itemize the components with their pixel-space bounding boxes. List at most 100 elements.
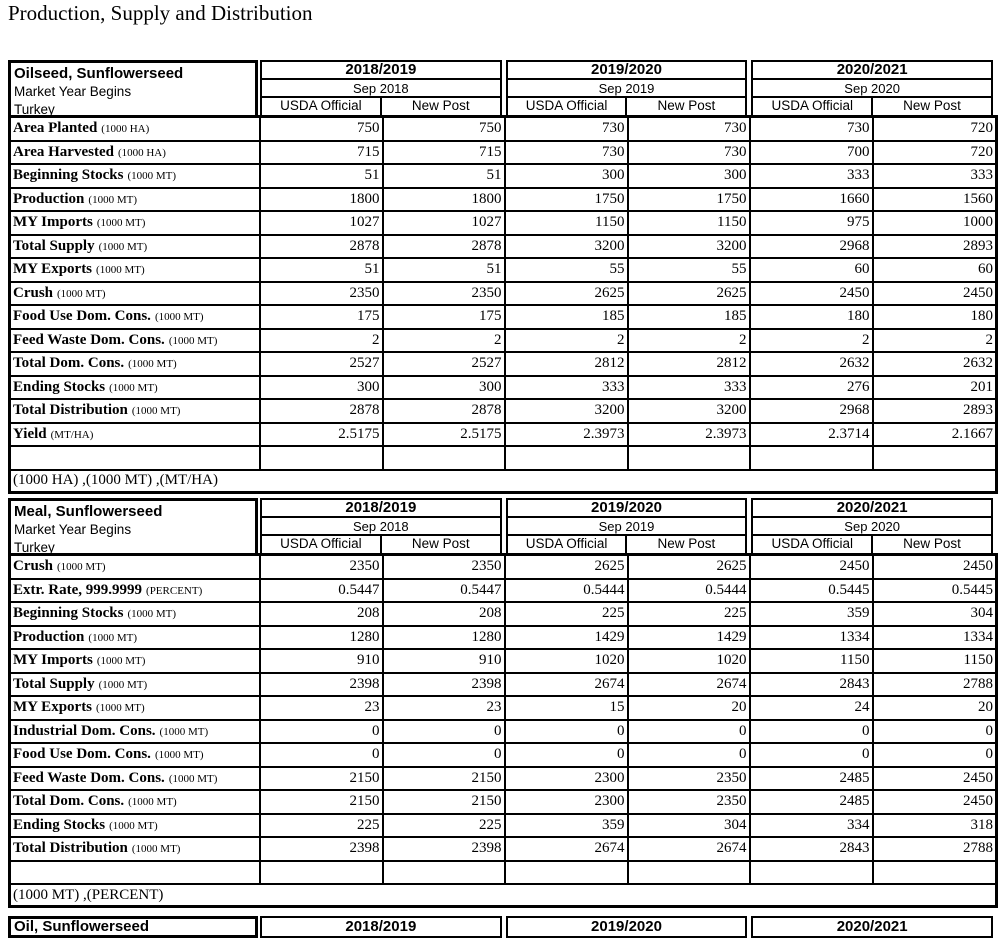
source-header-usda-official: USDA Official <box>260 96 381 115</box>
value-cell: 0 <box>381 742 506 768</box>
value-cell: 975 <box>748 210 874 236</box>
value-cell: 333 <box>503 374 629 400</box>
value-cell: 24 <box>748 695 874 721</box>
value-cell: 300 <box>503 163 629 189</box>
value-cell: 2674 <box>626 671 751 697</box>
market-year-begins-label: Market Year Begins <box>14 84 132 99</box>
row-unit: (1000 MT) <box>57 561 106 574</box>
value-cell: 715 <box>381 139 506 165</box>
value-cell: 2.5175 <box>258 421 384 447</box>
value-cell: 2.1667 <box>871 421 998 447</box>
row-unit: (1000 MT) <box>154 311 204 324</box>
psd-table-oilseed: Oilseed, Sunflowerseed Market Year Begin… <box>8 60 998 494</box>
value-cell: 3200 <box>503 398 629 424</box>
value-cell: 333 <box>871 163 998 189</box>
value-cell: 3200 <box>626 398 751 424</box>
value-cell: 0 <box>503 718 629 744</box>
footnote: (1000 HA) ,(1000 MT) ,(MT/HA) <box>9 468 997 492</box>
value-cell: 60 <box>748 257 874 283</box>
table-row: Crush (1000 MT) 2350 2350 2625 2625 2450 … <box>8 553 998 580</box>
value-cell: 0 <box>381 718 506 744</box>
row-label: MY Exports <box>13 699 93 716</box>
value-cell: 55 <box>626 257 751 283</box>
row-label-cell: Production (1000 MT) <box>8 624 261 650</box>
row-label: MY Imports <box>13 214 93 231</box>
value-cell: 0.5447 <box>381 577 506 603</box>
year-header: 2019/2020 <box>505 60 748 80</box>
table-row: MY Exports (1000 MT) 23 23 15 20 24 20 <box>8 695 998 721</box>
source-header-usda-official: USDA Official <box>751 96 873 115</box>
row-label-cell: Food Use Dom. Cons. (1000 MT) <box>8 304 261 330</box>
value-cell: 730 <box>503 139 629 165</box>
value-cell: 2350 <box>258 553 384 580</box>
row-unit: (1000 MT) <box>168 772 218 785</box>
value-cell: 2788 <box>871 836 998 862</box>
value-cell: 23 <box>258 695 384 721</box>
row-label: Beginning Stocks <box>13 167 124 184</box>
source-header-new-post: New Post <box>626 96 748 115</box>
value-cell: 2968 <box>748 398 874 424</box>
row-unit: (1000 MT) <box>88 193 137 206</box>
value-cell: 2632 <box>871 351 998 377</box>
table-row: MY Imports (1000 MT) 910 910 1020 1020 11… <box>8 648 998 674</box>
row-unit: (1000 HA) <box>101 123 150 136</box>
table-row: Ending Stocks (1000 MT) 300 300 333 333 2… <box>8 374 998 400</box>
value-cell: 2350 <box>626 789 751 815</box>
table-header-label-cell: Meal, Sunflowerseed Market Year Begins T… <box>8 498 258 553</box>
value-cell: 1334 <box>748 624 874 650</box>
source-header-usda-official: USDA Official <box>260 534 381 553</box>
value-cell: 700 <box>748 139 874 165</box>
row-label: Crush <box>13 284 54 301</box>
table-body: Crush (1000 MT) 2350 2350 2625 2625 2450 … <box>8 553 998 862</box>
value-cell: 2527 <box>381 351 506 377</box>
year-header: 2020/2021 <box>751 916 993 938</box>
value-cell: 185 <box>503 304 629 330</box>
value-cell: 2 <box>626 327 751 353</box>
spacer-row <box>8 445 998 471</box>
table-row: Total Dom. Cons. (1000 MT) 2150 2150 2300… <box>8 789 998 815</box>
value-cell: 720 <box>871 139 998 165</box>
value-cell: 2300 <box>503 765 629 791</box>
value-cell: 2625 <box>503 553 629 580</box>
year-group-2019-2020: 2019/2020 <box>504 916 750 938</box>
row-label: Production <box>13 190 85 207</box>
value-cell: 2788 <box>871 671 998 697</box>
value-cell: 304 <box>626 812 751 838</box>
row-label-cell: Production (1000 MT) <box>8 186 261 212</box>
row-label-cell: Ending Stocks (1000 MT) <box>8 374 261 400</box>
value-cell: 730 <box>748 115 874 142</box>
value-cell: 750 <box>381 115 506 142</box>
table-header: Meal, Sunflowerseed Market Year Begins T… <box>8 498 995 553</box>
row-label-cell: Area Harvested (1000 HA) <box>8 139 261 165</box>
row-unit: (1000 MT) <box>131 843 181 856</box>
value-cell: 1027 <box>258 210 384 236</box>
row-unit: (1000 MT) <box>128 796 177 809</box>
source-header-row: USDA Official New Post <box>749 96 995 115</box>
year-header: 2020/2021 <box>751 498 993 518</box>
spacer-row <box>8 859 998 885</box>
value-cell: 2350 <box>258 280 384 306</box>
value-cell: 304 <box>871 601 998 627</box>
value-cell: 318 <box>871 812 998 838</box>
value-cell: 225 <box>503 601 629 627</box>
value-cell: 51 <box>258 163 384 189</box>
table-row: Area Planted (1000 HA) 750 750 730 730 73… <box>8 115 998 142</box>
data-table: Area Planted (1000 HA) 750 750 730 730 73… <box>8 115 998 494</box>
table-row: Total Distribution (1000 MT) 2398 2398 26… <box>8 836 998 862</box>
value-cell: 1280 <box>381 624 506 650</box>
value-cell: 730 <box>503 115 629 142</box>
year-groups: 2018/2019 Sep 2018 USDA Official New Pos… <box>258 498 995 553</box>
commodity-title: Oil, Sunflowerseed <box>14 918 150 935</box>
row-unit: (1000 MT) <box>154 749 204 762</box>
row-unit: (1000 MT) <box>96 702 145 715</box>
source-header-row: USDA Official New Post <box>258 96 504 115</box>
value-cell: 1280 <box>258 624 384 650</box>
year-groups: 2018/2019 Sep 2018 USDA Official New Pos… <box>258 60 995 115</box>
value-cell: 60 <box>871 257 998 283</box>
month-header: Sep 2019 <box>505 516 748 536</box>
commodity-title: Oilseed, Sunflowerseed <box>14 65 184 82</box>
value-cell: 2878 <box>258 233 384 259</box>
value-cell: 334 <box>748 812 874 838</box>
value-cell: 23 <box>381 695 506 721</box>
value-cell: 2878 <box>258 398 384 424</box>
